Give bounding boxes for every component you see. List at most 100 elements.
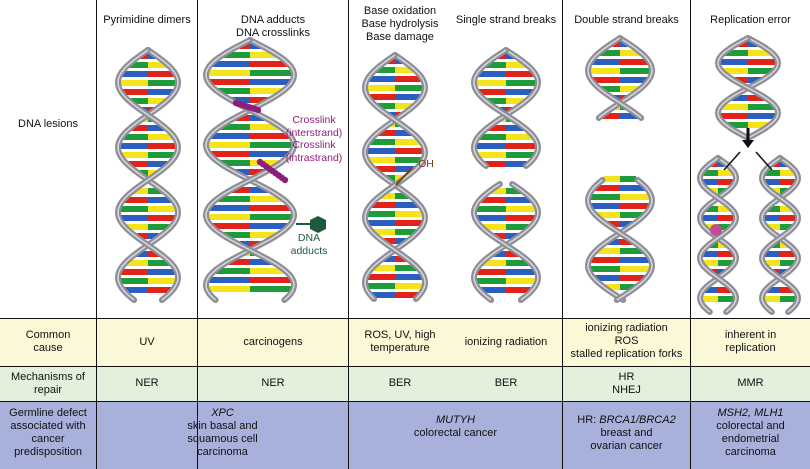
label-dna-adducts: DNA adducts — [284, 232, 334, 257]
base-pair — [506, 188, 523, 194]
row-label-line: Mechanisms of — [11, 371, 85, 383]
base-pair — [595, 212, 620, 218]
crosslink-bead — [281, 176, 289, 184]
germline-xpc: XPC skin basal and squamous cell carcino… — [97, 407, 348, 459]
base-pair — [148, 161, 169, 167]
base-pair — [590, 59, 620, 65]
base-pair — [250, 70, 294, 76]
grid-line — [348, 0, 349, 469]
base-pair — [506, 80, 538, 86]
replication-arrow-head — [742, 140, 754, 148]
germline-prefix: HR: — [577, 414, 600, 426]
base-pair — [376, 103, 395, 109]
base-pair — [367, 76, 395, 82]
germline-line: ovarian cancer — [590, 440, 663, 452]
germline-line: skin basal and — [187, 420, 258, 432]
base-pair — [476, 71, 506, 77]
base-pair — [718, 260, 735, 266]
mismatch-marker — [710, 224, 722, 236]
base-pair — [395, 193, 411, 199]
label-oh: OH — [418, 158, 434, 170]
base-pair — [700, 296, 718, 302]
cause-ssb: ionizing radiation — [464, 336, 548, 348]
base-pair — [148, 62, 168, 68]
helix-backbone-highlight — [117, 49, 179, 301]
grid-line — [0, 318, 810, 319]
base-pair — [701, 260, 718, 266]
base-pair — [474, 143, 506, 149]
germline-gene-line: HR: BRCA1/BRCA2 — [563, 414, 690, 427]
germline-band — [0, 401, 810, 469]
base-pair — [506, 152, 536, 158]
base-pair — [474, 278, 506, 284]
base-pair — [475, 269, 506, 275]
base-pair — [506, 161, 529, 167]
base-pair — [599, 86, 620, 92]
base-pair — [620, 113, 639, 119]
col-title-line: DNA crosslinks — [236, 27, 310, 39]
base-pair — [375, 67, 395, 73]
base-pair — [762, 296, 780, 302]
base-pair — [121, 89, 148, 95]
row-label-dna-lesions: DNA lesions — [18, 118, 78, 130]
base-pair — [476, 152, 506, 158]
helix-backbone-highlight — [717, 37, 779, 139]
base-pair — [250, 214, 294, 220]
gene-name: MUTYH — [435, 414, 476, 426]
base-pair — [506, 62, 528, 68]
col-title-line: DNA adducts — [240, 14, 306, 26]
cause-dsb: ionizing radiation ROS stalled replicati… — [563, 322, 690, 361]
base-pair — [703, 287, 718, 293]
base-pair — [780, 251, 798, 257]
row-label-mechanisms: Mechanisms of repair — [0, 371, 96, 397]
base-pair — [118, 143, 148, 149]
base-pair — [216, 196, 250, 202]
grid-line — [690, 0, 691, 469]
dna-lesion-illustrations — [114, 35, 802, 315]
helix-backbone-highlight — [761, 157, 799, 313]
label-crosslink-interstrand: Crosslink (interstrand) — [284, 114, 344, 139]
base-pair — [506, 269, 537, 275]
base-pair — [766, 224, 780, 230]
helix-backbone-highlight — [364, 54, 426, 300]
base-pair — [506, 224, 531, 230]
base-pair — [148, 233, 161, 239]
base-pair — [395, 256, 408, 262]
oh-bond — [395, 167, 413, 186]
col-title-line: Base damage — [366, 31, 434, 43]
base-pair — [374, 166, 395, 172]
base-pair — [588, 194, 620, 200]
base-pair — [148, 134, 175, 140]
common-cause-band — [0, 318, 810, 366]
base-pair — [250, 97, 270, 103]
base-pair — [148, 224, 171, 230]
base-pair — [395, 238, 408, 244]
base-pair — [395, 265, 418, 271]
cause-pyrimidine: UV — [139, 336, 155, 348]
base-pair — [506, 260, 531, 266]
base-pair — [119, 269, 148, 275]
base-pair — [382, 238, 395, 244]
base-pair — [726, 122, 748, 128]
base-pair — [366, 220, 395, 226]
adduct-hexagon — [310, 216, 326, 233]
base-pair — [603, 284, 620, 290]
base-pair — [733, 77, 748, 83]
base-pair — [589, 203, 620, 209]
base-pair — [748, 59, 778, 65]
base-pair — [148, 251, 161, 257]
cause-line: replication — [725, 342, 776, 354]
base-pair — [506, 143, 538, 149]
base-pair — [368, 94, 395, 100]
base-pair — [395, 283, 425, 289]
base-pair — [506, 89, 535, 95]
grid-line — [96, 0, 97, 469]
base-pair — [120, 71, 148, 77]
base-pair — [130, 125, 148, 131]
base-pair — [700, 251, 718, 257]
base-pair — [206, 286, 250, 292]
base-pair — [780, 224, 794, 230]
cause-base-damage: ROS, UV, high temperature — [350, 329, 450, 355]
base-pair — [718, 224, 732, 230]
mech-dsb: HR NHEJ — [563, 371, 690, 397]
